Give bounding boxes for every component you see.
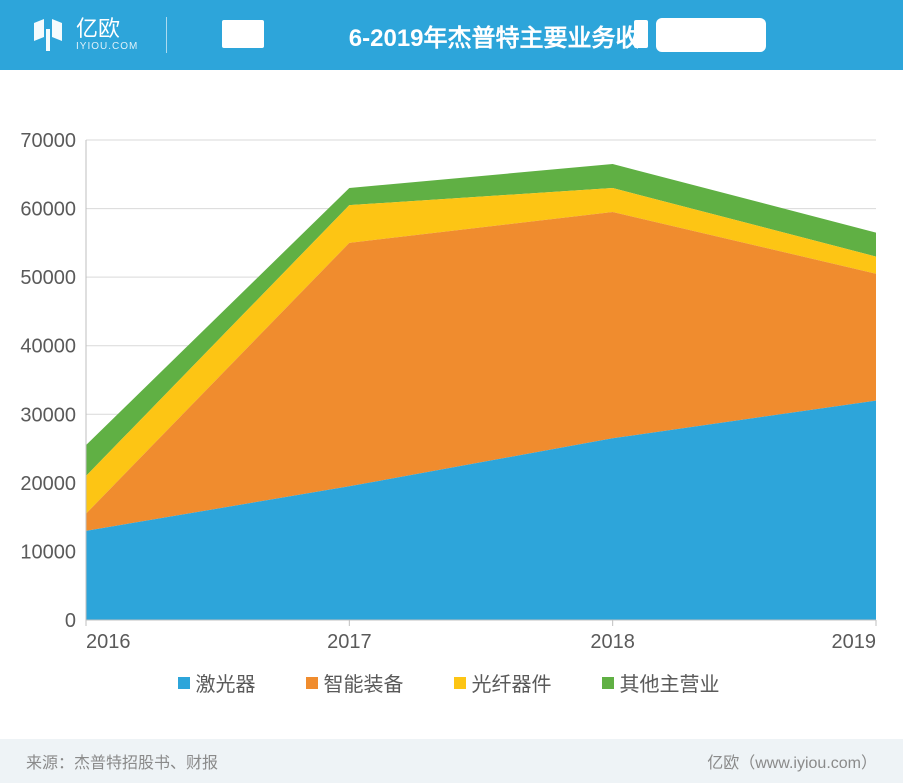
y-tick-label: 50000 [20,267,76,289]
y-tick-label: 40000 [20,336,76,358]
legend: 激光器 智能装备 光纤器件 其他主营业 [10,668,887,697]
legend-swatch [178,677,190,689]
credit-text: 亿欧（www.iyiou.com） [707,749,877,773]
legend-item: 智能装备 [306,668,404,697]
area-chart: 0 10000 20000 30000 40000 50000 60000 70000 2016… [10,120,887,660]
logo-text-main: 亿欧 [76,18,138,40]
header-bar: 亿欧 IYIOU.COM 6-2019年杰普特主要业务收 [0,0,903,70]
x-tick-label: 2018 [590,631,635,653]
x-tick-label: 2016 [86,631,131,653]
redaction-patch [656,18,766,52]
x-tick-label: 2019 [832,631,877,653]
y-tick-label: 20000 [20,473,76,495]
y-tick-label: 0 [65,610,76,632]
legend-swatch [306,677,318,689]
legend-item: 其他主营业 [602,668,720,697]
legend-swatch [454,677,466,689]
legend-item: 激光器 [178,668,256,697]
legend-label: 激光器 [196,668,256,697]
legend-label: 其他主营业 [620,668,720,697]
chart-container: 0 10000 20000 30000 40000 50000 60000 70000 2016… [0,70,903,697]
footer-bar: 来源：杰普特招股书、财报 亿欧（www.iyiou.com） [0,739,903,783]
y-tick-label: 10000 [20,541,76,563]
x-tick-label: 2017 [327,631,372,653]
logo-text-sub: IYIOU.COM [76,42,138,52]
source-text: 来源：杰普特招股书、财报 [26,749,218,773]
redaction-patch [222,20,264,48]
legend-swatch [602,677,614,689]
header-divider [166,17,167,53]
y-tick-label: 60000 [20,199,76,221]
y-tick-label: 30000 [20,404,76,426]
legend-item: 光纤器件 [454,668,552,697]
brand-logo: 亿欧 IYIOU.COM [30,17,138,53]
legend-label: 智能装备 [324,668,404,697]
redaction-patch [634,20,648,48]
y-tick-label: 70000 [20,130,76,152]
logo-icon [30,17,66,53]
legend-label: 光纤器件 [472,668,552,697]
